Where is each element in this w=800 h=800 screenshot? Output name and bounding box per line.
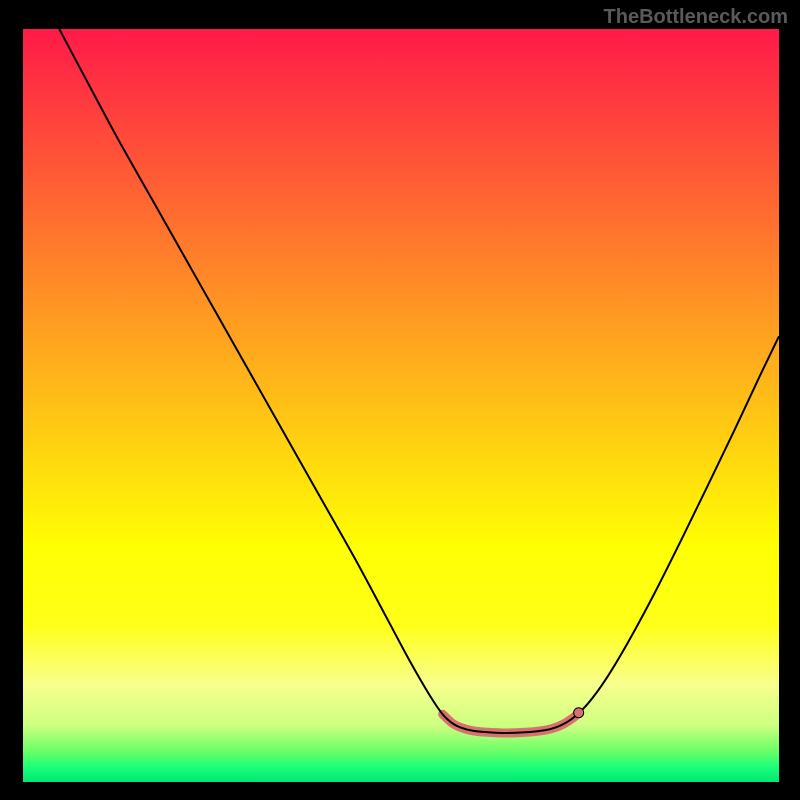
plot-frame bbox=[23, 29, 779, 782]
plot-area bbox=[23, 29, 779, 782]
main-curve bbox=[59, 29, 779, 733]
bottleneck-curve bbox=[23, 29, 779, 782]
watermark-text: TheBottleneck.com bbox=[604, 6, 788, 29]
chart-container: TheBottleneck.com bbox=[0, 0, 800, 800]
accent-marker bbox=[574, 708, 584, 718]
accent-segment bbox=[443, 713, 579, 733]
